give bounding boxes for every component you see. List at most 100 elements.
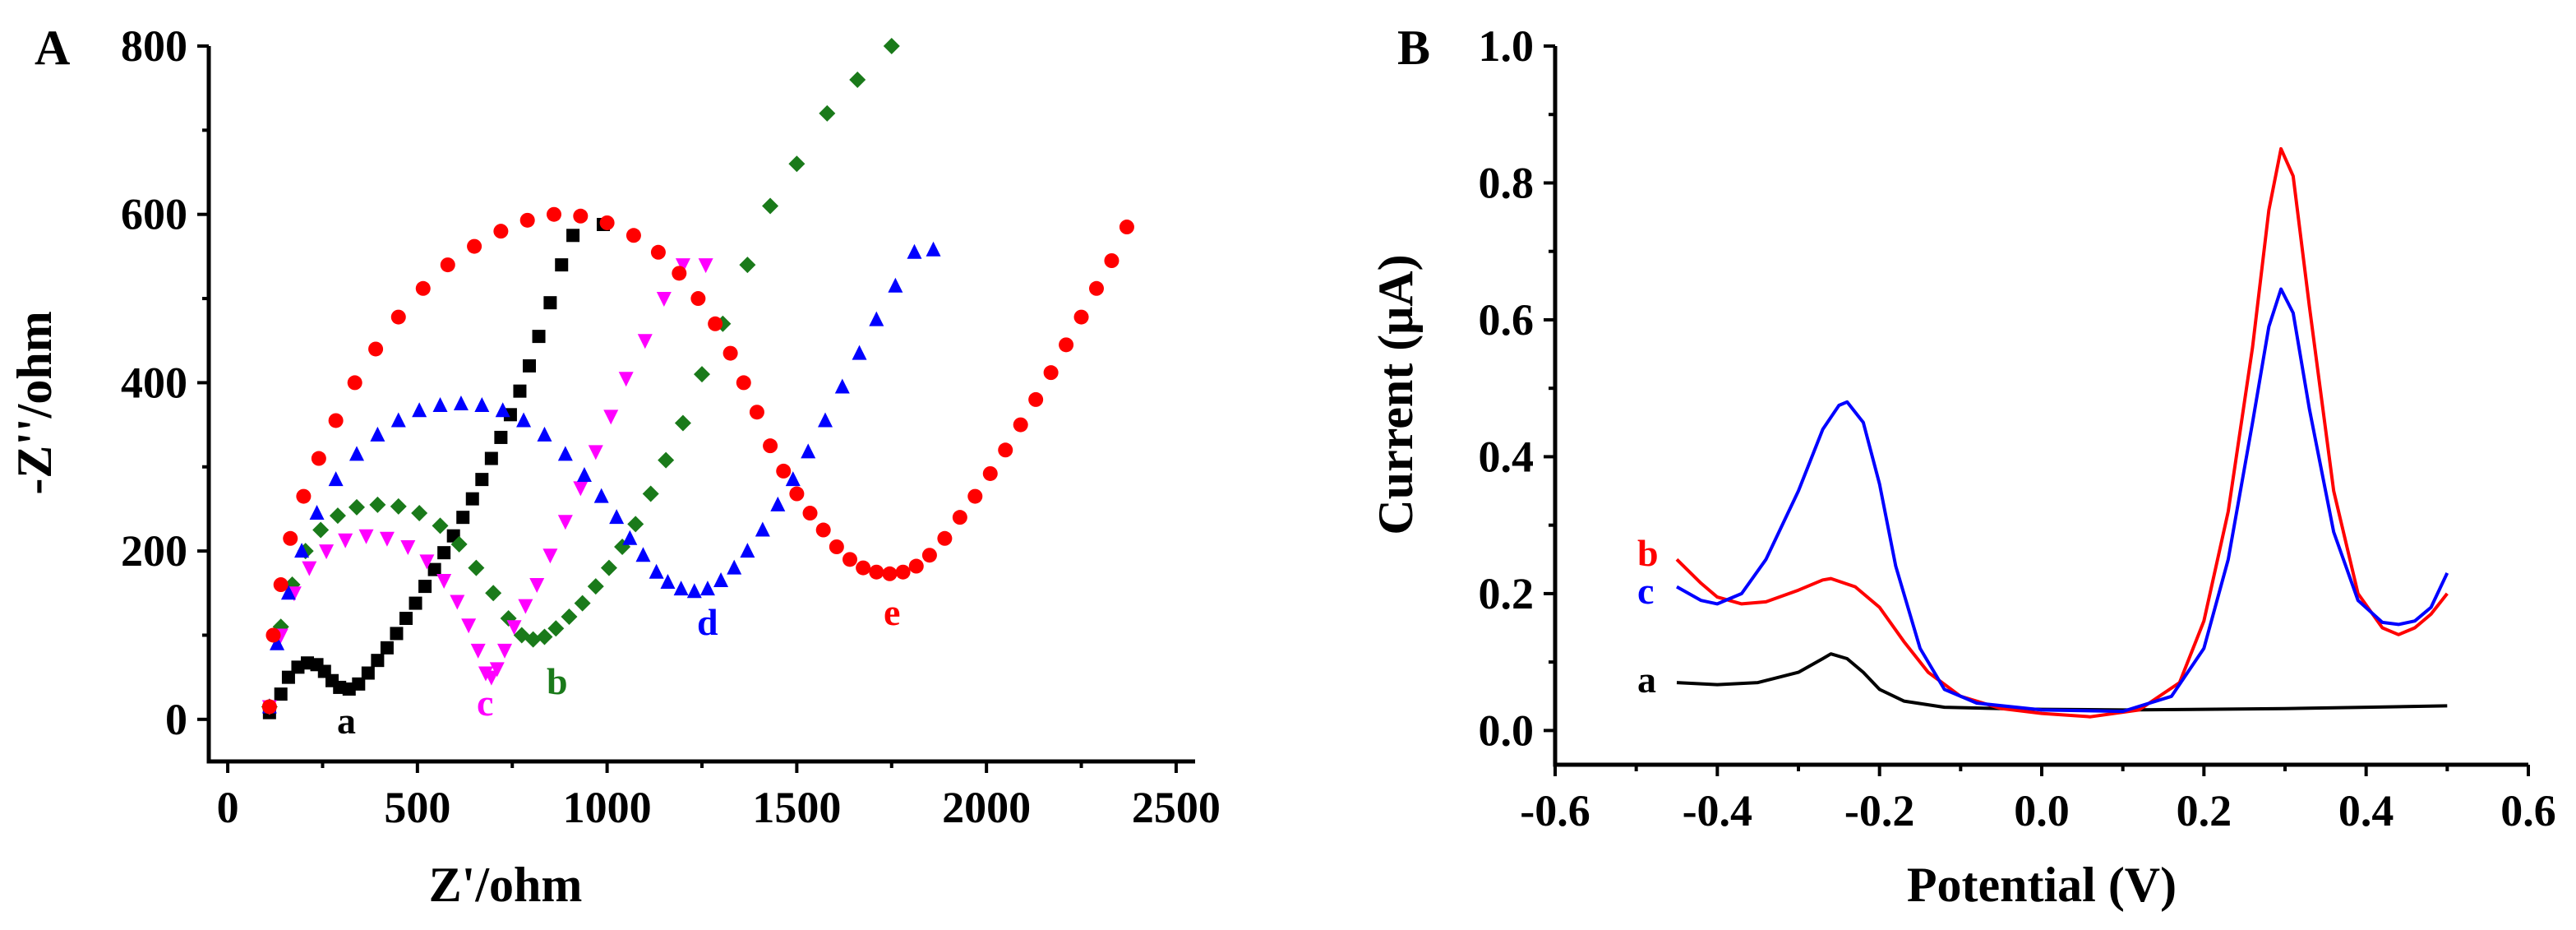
data-point xyxy=(588,445,603,460)
data-point xyxy=(869,311,884,326)
data-point xyxy=(419,554,435,570)
data-point xyxy=(461,618,477,634)
data-point xyxy=(998,442,1013,458)
data-point xyxy=(547,620,565,637)
data-point xyxy=(370,426,385,442)
panel-b-curve-label-a: a xyxy=(1637,659,1656,701)
data-point xyxy=(566,229,580,243)
data-point xyxy=(294,543,310,558)
data-point xyxy=(818,412,833,428)
panel-b-label: B xyxy=(1397,21,1430,75)
data-point xyxy=(470,643,486,659)
data-point xyxy=(485,585,502,602)
data-point xyxy=(273,577,289,593)
data-point xyxy=(852,345,867,360)
data-point xyxy=(658,451,675,469)
data-point xyxy=(524,631,542,648)
panel-b-y-tick-label: 0.6 xyxy=(1479,295,1535,345)
data-point xyxy=(536,628,553,645)
panel-b-x-tick-label: -0.4 xyxy=(1683,786,1752,835)
data-point xyxy=(412,402,427,418)
panel-a-y-tick-label: 0 xyxy=(165,695,187,744)
data-point xyxy=(543,296,557,310)
data-point xyxy=(309,505,325,521)
data-point xyxy=(649,563,664,579)
data-point xyxy=(952,510,967,525)
panel-b-x-tick-label: 0.0 xyxy=(2014,786,2070,835)
data-point xyxy=(713,571,729,587)
data-point xyxy=(801,443,816,459)
panel-b-y-tick-label: 0.0 xyxy=(1479,706,1535,755)
data-point xyxy=(1013,417,1028,433)
data-point xyxy=(722,345,738,361)
data-point xyxy=(328,413,344,428)
data-point xyxy=(843,552,857,567)
data-point xyxy=(437,546,451,560)
data-point xyxy=(908,558,924,574)
data-point xyxy=(555,258,569,272)
data-point xyxy=(296,488,312,504)
data-point xyxy=(432,397,448,413)
data-point xyxy=(573,208,589,224)
data-point xyxy=(436,573,452,589)
data-point xyxy=(450,595,465,610)
panel-a-series-a xyxy=(262,217,610,719)
panel-a-x-tick-label: 2000 xyxy=(942,783,1031,832)
panel-a-y-axis-title: -Z''/ohm xyxy=(7,311,62,494)
data-point xyxy=(600,559,617,576)
data-point xyxy=(1028,391,1044,407)
data-point xyxy=(819,104,836,122)
panel-b-series-a-line xyxy=(1676,652,2448,712)
data-point xyxy=(371,654,385,668)
data-point xyxy=(467,238,482,254)
data-point xyxy=(361,666,375,680)
data-point xyxy=(1104,253,1119,268)
data-point xyxy=(921,548,937,563)
data-point xyxy=(574,595,591,612)
data-point xyxy=(523,359,536,372)
data-point xyxy=(379,531,395,547)
data-point xyxy=(686,583,702,599)
data-point xyxy=(829,539,844,554)
panel-b-axes: -0.6 -0.4 -0.2 0.0 0.2 0.4 0.6 0.0 0.2 0.4 0.6 0.8 1… xyxy=(1479,21,2556,835)
data-point xyxy=(557,446,573,461)
data-point xyxy=(380,641,394,655)
data-point xyxy=(755,521,770,537)
panel-a-curve-label-a: a xyxy=(337,700,356,742)
data-point xyxy=(261,699,277,715)
panel-a-series-e xyxy=(261,206,1134,715)
data-point xyxy=(399,612,413,625)
data-point xyxy=(319,544,335,560)
data-point xyxy=(675,258,690,274)
data-point xyxy=(347,375,362,391)
data-point xyxy=(440,257,455,273)
data-point xyxy=(265,627,281,643)
data-point xyxy=(358,529,374,544)
data-point xyxy=(626,228,641,243)
data-point xyxy=(869,564,884,580)
data-point xyxy=(519,212,535,228)
data-point xyxy=(338,533,353,548)
data-point xyxy=(390,412,406,428)
panel-b-axis-frame xyxy=(1553,46,2528,767)
panel-a-x-tick-label: 1500 xyxy=(752,783,841,832)
data-point xyxy=(427,562,441,576)
panel-a-y-tick-label: 200 xyxy=(121,526,187,576)
panel-b-y-tick-label: 0.4 xyxy=(1479,432,1535,481)
data-point xyxy=(349,446,364,461)
data-point xyxy=(529,578,545,594)
data-point xyxy=(937,530,953,546)
panel-b-series-b-line xyxy=(1675,146,2449,719)
data-point xyxy=(494,430,508,444)
data-point xyxy=(516,412,532,428)
panel-a-x-axis-title: Z'/ohm xyxy=(429,858,583,912)
data-point xyxy=(409,596,422,610)
data-point xyxy=(672,266,687,281)
data-point xyxy=(280,585,296,600)
panel-b-series-c-line xyxy=(1676,287,2449,714)
data-point xyxy=(599,215,615,230)
data-point xyxy=(673,581,689,596)
panel-b-curve-label-c: c xyxy=(1637,570,1654,612)
panel-a-x-tick-label: 0 xyxy=(217,783,239,832)
data-point xyxy=(312,521,330,539)
